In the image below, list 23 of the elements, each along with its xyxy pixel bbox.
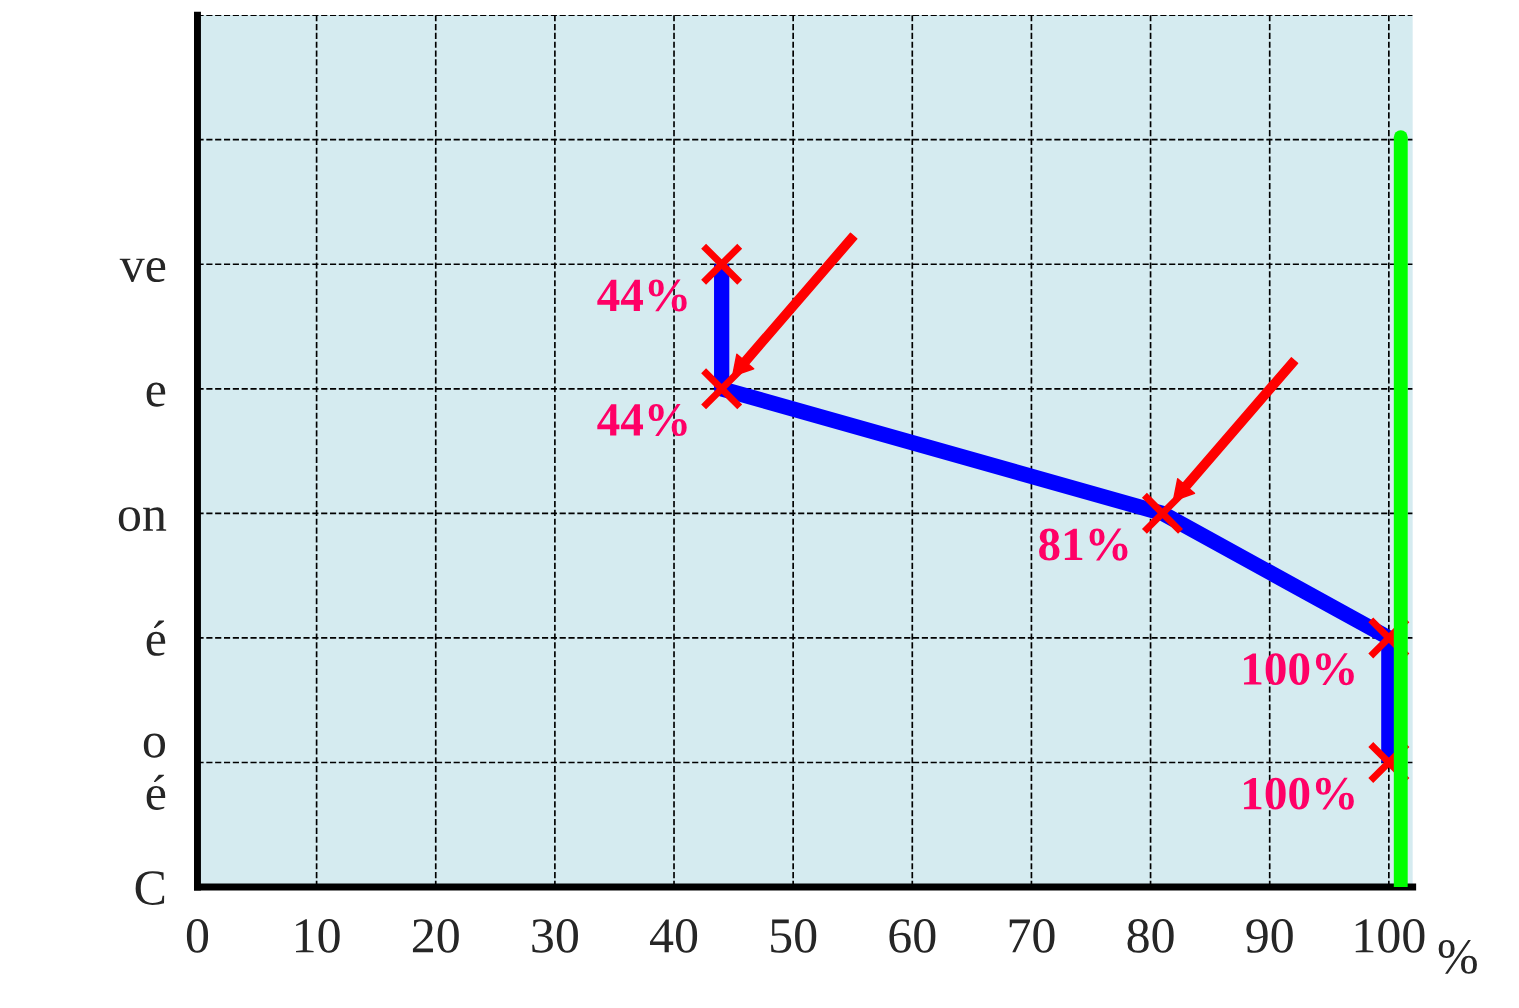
y-tick-label: C	[135, 871, 165, 905]
x-axis-title: %	[1438, 939, 1477, 974]
data-label: 81%	[1039, 528, 1128, 561]
x-tick-label: 40	[650, 919, 698, 953]
data-label: 100%	[1244, 653, 1354, 686]
x-tick-label: 80	[1127, 919, 1174, 953]
x-tick-label: 0	[186, 919, 209, 953]
data-label: 100%	[1244, 777, 1354, 810]
x-tick-label: 50	[771, 919, 817, 953]
y-tick-label: o é	[143, 733, 166, 810]
y-tick-label: e	[146, 382, 166, 407]
y-tick-label: ve	[119, 258, 166, 283]
x-tick-label: 100	[1355, 919, 1425, 953]
data-label: 44%	[597, 404, 687, 437]
y-tick-label: é	[146, 620, 166, 656]
x-tick-label: 30	[532, 919, 578, 953]
x-tick-label: 60	[889, 919, 936, 953]
x-tick-label: 90	[1246, 919, 1293, 953]
data-label: 44%	[597, 279, 687, 312]
x-tick-label: 70	[1009, 919, 1055, 953]
x-tick-label: 10	[296, 919, 340, 953]
x-tick-label: 20	[412, 919, 459, 953]
y-tick-label: on	[118, 507, 167, 532]
